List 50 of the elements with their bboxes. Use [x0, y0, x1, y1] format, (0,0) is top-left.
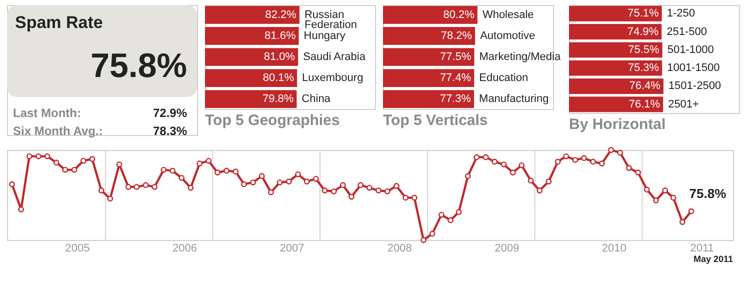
data-label: 75.3%: [628, 62, 660, 74]
data-label: 79.8%: [262, 93, 294, 106]
data-label: 76.1%: [628, 98, 660, 110]
y-tick-label: Education: [479, 72, 528, 84]
data-label: 75.5%: [628, 44, 660, 56]
y-tick-label: Hungary: [304, 30, 346, 42]
y-tick-label: Luxembourg: [302, 72, 364, 84]
y-tick-label: 1001-1500: [667, 62, 720, 74]
text: Top 5 Verticals: [383, 112, 488, 129]
annotation: 75.8%: [689, 186, 727, 202]
data-label: 74.9%: [627, 26, 659, 38]
x-tick-label: 2011: [690, 242, 714, 254]
y-tick-label: Automotive: [480, 30, 536, 42]
text: 78.3%: [152, 124, 188, 138]
y-tick-label: 251-500: [666, 26, 707, 38]
x-tick-label: 2009: [494, 242, 520, 254]
text: 75.8%: [90, 47, 187, 85]
x-tick-label: 2005: [65, 242, 90, 254]
y-tick-label: Manufacturing: [479, 93, 549, 106]
text: Spam Rate: [15, 13, 103, 32]
y-tick-label: Russian Federation: [304, 8, 358, 31]
y-tick-label: Marketing/Media: [479, 51, 562, 63]
text: 72.9%: [152, 106, 188, 120]
data-label: 77.3%: [440, 93, 472, 106]
y-tick-label: 1-250: [666, 8, 695, 20]
data-label: 81.6%: [264, 30, 296, 42]
data-label: 77.5%: [440, 51, 472, 63]
text: Last Month:: [13, 106, 81, 120]
data-label: 82.2%: [265, 8, 297, 21]
y-tick-label: Saudi Arabia: [303, 51, 366, 63]
data-label: 80.2%: [443, 8, 475, 21]
data-label: 80.1%: [262, 72, 294, 84]
x-tick-label: 2008: [387, 242, 412, 254]
data-label: 75.1%: [628, 8, 660, 20]
y-tick-label: 1501-2500: [668, 80, 722, 92]
y-tick-label: 2501+: [668, 98, 699, 110]
text: By Horizontal: [569, 116, 666, 133]
x-tick-label: 2007: [280, 242, 304, 254]
text: Six Month Avg.:: [13, 124, 103, 138]
data-label: 77.4%: [440, 72, 472, 84]
text: May 2011: [693, 254, 733, 264]
data-label: 78.2%: [440, 30, 472, 42]
x-tick-label: 2006: [172, 242, 197, 254]
text: Top 5 Geographies: [205, 112, 340, 129]
y-tick-label: 501-1000: [667, 44, 714, 56]
data-label: 76.4%: [629, 80, 661, 92]
data-label: 81.0%: [264, 51, 296, 63]
y-tick-label: Wholesale: [482, 8, 534, 21]
x-tick-label: 2010: [602, 242, 626, 254]
y-tick-label: China: [302, 93, 332, 106]
